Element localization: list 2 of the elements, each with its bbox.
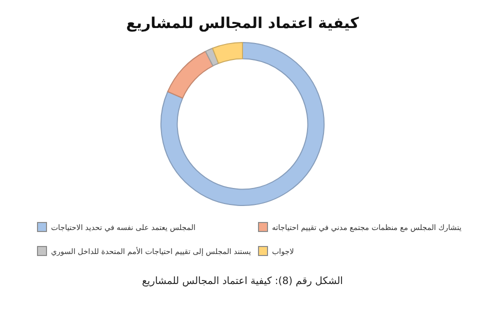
chart-title: كيفية اعتماد المجالس للمشاريع (125, 14, 360, 32)
text: الشكل رقم (8): كيفية اعتماد المجالس للمشاريع (141, 276, 344, 287)
